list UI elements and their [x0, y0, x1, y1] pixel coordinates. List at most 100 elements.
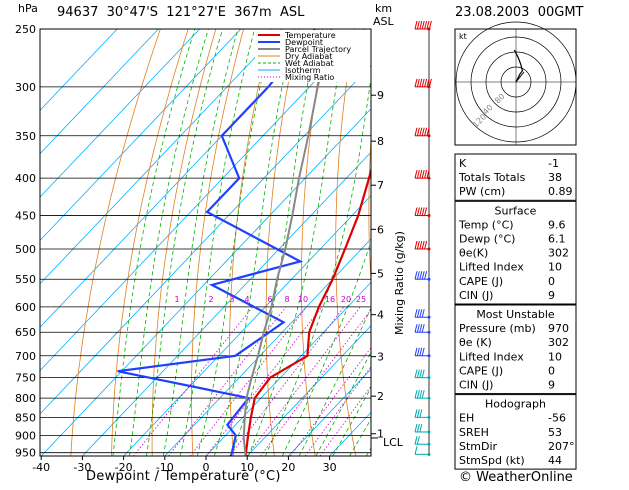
wind-barb [414, 309, 431, 319]
pressure-tick-label: 800 [15, 392, 36, 405]
x-tick-label: 0 [203, 461, 210, 474]
wind-barb [414, 324, 431, 334]
isotherm-line [288, 368, 371, 456]
hodograph-row-label: SREH [459, 426, 489, 439]
most-unstable-row-value: 0 [548, 364, 555, 377]
km-tick-label: 2 [377, 390, 384, 403]
wind-barb-dot [427, 27, 431, 31]
wind-barb-flag [421, 347, 425, 356]
hodograph-row-value: 44 [548, 454, 562, 467]
km-tick-label: 4 [377, 309, 384, 322]
wind-barb-flag [421, 207, 425, 216]
wind-barb-flag [416, 207, 420, 216]
hodograph-unit-label: kt [459, 32, 467, 41]
wind-barb-flag [421, 271, 425, 280]
mixing-ratio-label: 16 [325, 295, 335, 304]
parcel-trajectory [242, 29, 333, 456]
wind-barb-flag [426, 170, 430, 179]
hodograph-title: Hodograph [485, 398, 546, 411]
mixing-ratio-label: 1 [174, 295, 179, 304]
legend-entry: Dry Adiabat [285, 52, 332, 61]
most-unstable-row-value: 302 [548, 336, 569, 349]
wind-barb-flag [421, 78, 425, 87]
km-tick-label: 3 [377, 351, 384, 364]
wind-barb-flag [414, 446, 418, 455]
wind-barb-flag [414, 409, 418, 418]
wind-barb-flag [414, 271, 418, 280]
wind-barb-flag [421, 170, 425, 179]
isotherm-line [40, 29, 159, 155]
km-tick-label: 1 [377, 428, 384, 441]
dewpoint-profile [117, 29, 316, 456]
surface-row-value: 6.1 [548, 233, 566, 246]
index-box-top [454, 153, 577, 201]
wind-barb-flag [419, 390, 423, 399]
wind-barb [414, 170, 431, 180]
x-tick-label: -20 [115, 461, 133, 474]
km-label: km [375, 2, 393, 15]
wind-barb-dot [427, 315, 431, 319]
surface-row-label: θe(K) [459, 247, 488, 260]
wind-barb [414, 271, 431, 281]
hodograph-trace [513, 49, 524, 83]
pressure-tick-label: 450 [15, 210, 36, 223]
wind-barb [414, 390, 431, 400]
datetime: 23.08.2003 00GMT [455, 5, 584, 20]
wind-barb-flag [419, 347, 423, 356]
mixing-ratio-line [290, 346, 371, 456]
pressure-tick-label: 750 [15, 372, 36, 385]
wind-barb [414, 78, 432, 89]
mixing-ratio-label: 25 [356, 295, 366, 304]
isotherm-line [40, 29, 118, 111]
dry-adiabat [265, 29, 300, 456]
mixing-ratio-line [133, 306, 254, 456]
wind-barb-flag [424, 207, 428, 216]
wind-barb-flag [414, 78, 418, 87]
most-unstable-row-label: CAPE (J) [459, 364, 503, 377]
pressure-tick-label: 700 [15, 350, 36, 363]
wind-barb-dot [427, 85, 431, 89]
hodograph-row-value: 53 [548, 426, 562, 439]
x-tick-label: 10 [240, 461, 254, 474]
pressure-tick-label: 950 [15, 447, 36, 460]
index-row-value: -1 [548, 157, 559, 170]
km-tick-label: 8 [377, 135, 384, 148]
wind-barb-flag [424, 271, 428, 280]
wind-barb-flag [424, 78, 428, 87]
wind-barb [414, 446, 431, 456]
surface-row-label: Dewp (°C) [459, 233, 515, 246]
wind-barb-flag [414, 20, 418, 30]
km-tick-label: 7 [377, 179, 384, 192]
dry-adiabat [335, 29, 357, 456]
most-unstable-row-label: Lifted Index [459, 350, 524, 363]
wind-barb-flag [414, 170, 418, 179]
mixing-ratio-axis-label: Mixing Ratio (g/kg) [393, 231, 406, 335]
wind-barb-flag [414, 423, 418, 433]
wind-barb [414, 347, 431, 358]
wind-barb-flag [414, 390, 418, 399]
wind-barb-dot [427, 330, 431, 334]
surface-title: Surface [495, 204, 537, 217]
dry-adiabat [191, 29, 244, 456]
most-unstable-title: Most Unstable [476, 308, 555, 321]
wind-barb-dot [427, 452, 431, 456]
index-box-hodograph [454, 394, 577, 470]
wind-barb-flag [421, 240, 425, 250]
wind-barb-flag [424, 127, 428, 136]
x-tick-label: -40 [32, 461, 50, 474]
wind-barb [414, 409, 431, 419]
dry-adiabat [70, 29, 161, 456]
wind-barb-flag [416, 347, 420, 356]
dry-adiabat [368, 132, 371, 287]
wind-barb-flag [419, 309, 423, 318]
wind-barb-flag [419, 20, 423, 30]
surface-row-value: 9 [548, 289, 555, 302]
wind-barb-flag [419, 127, 423, 136]
isotherm-line [40, 29, 365, 372]
wind-barb-flag [416, 390, 420, 399]
isotherm-line [40, 64, 371, 415]
surface-row-label: Temp (°C) [458, 218, 514, 231]
hodograph-row-value: 207° [548, 440, 575, 453]
